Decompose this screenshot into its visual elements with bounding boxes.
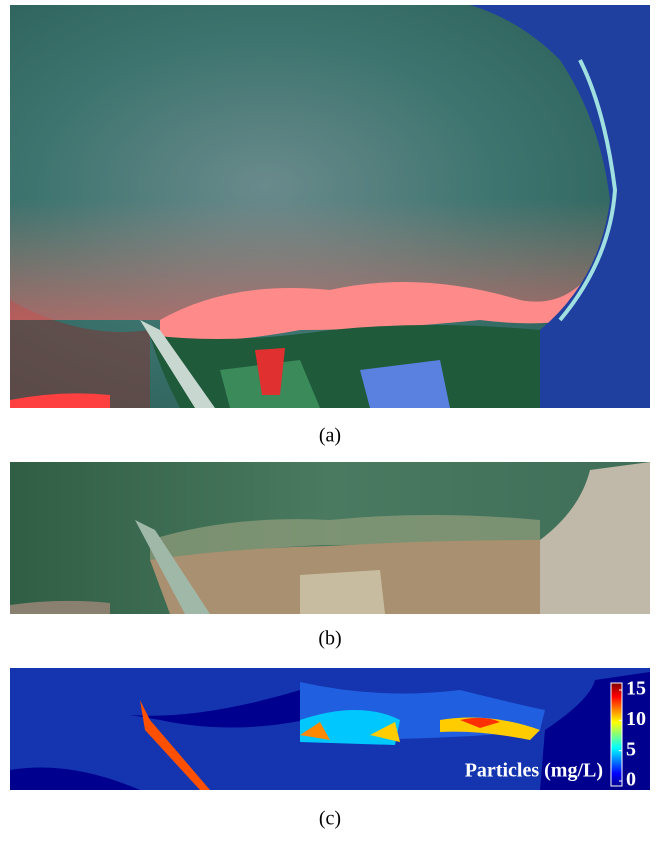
panel-label: (a) (319, 425, 341, 447)
panel-a-image (10, 5, 650, 408)
figure: (a) (b) Particles (mg/L) (c) 0 5 10 15 (0, 0, 660, 855)
panel-label: (c) (319, 808, 341, 830)
panel-label: (b) (318, 628, 341, 650)
colorbar (611, 683, 622, 786)
colorbar-tick-label: 10 (626, 708, 646, 730)
colorbar-label: Particles (mg/L) (465, 760, 603, 782)
colorbar-tick-label: 15 (626, 678, 646, 700)
panel-b-image (10, 462, 650, 614)
colorbar-tick-label: 5 (626, 738, 636, 760)
colorbar-tick-label: 0 (626, 769, 636, 791)
